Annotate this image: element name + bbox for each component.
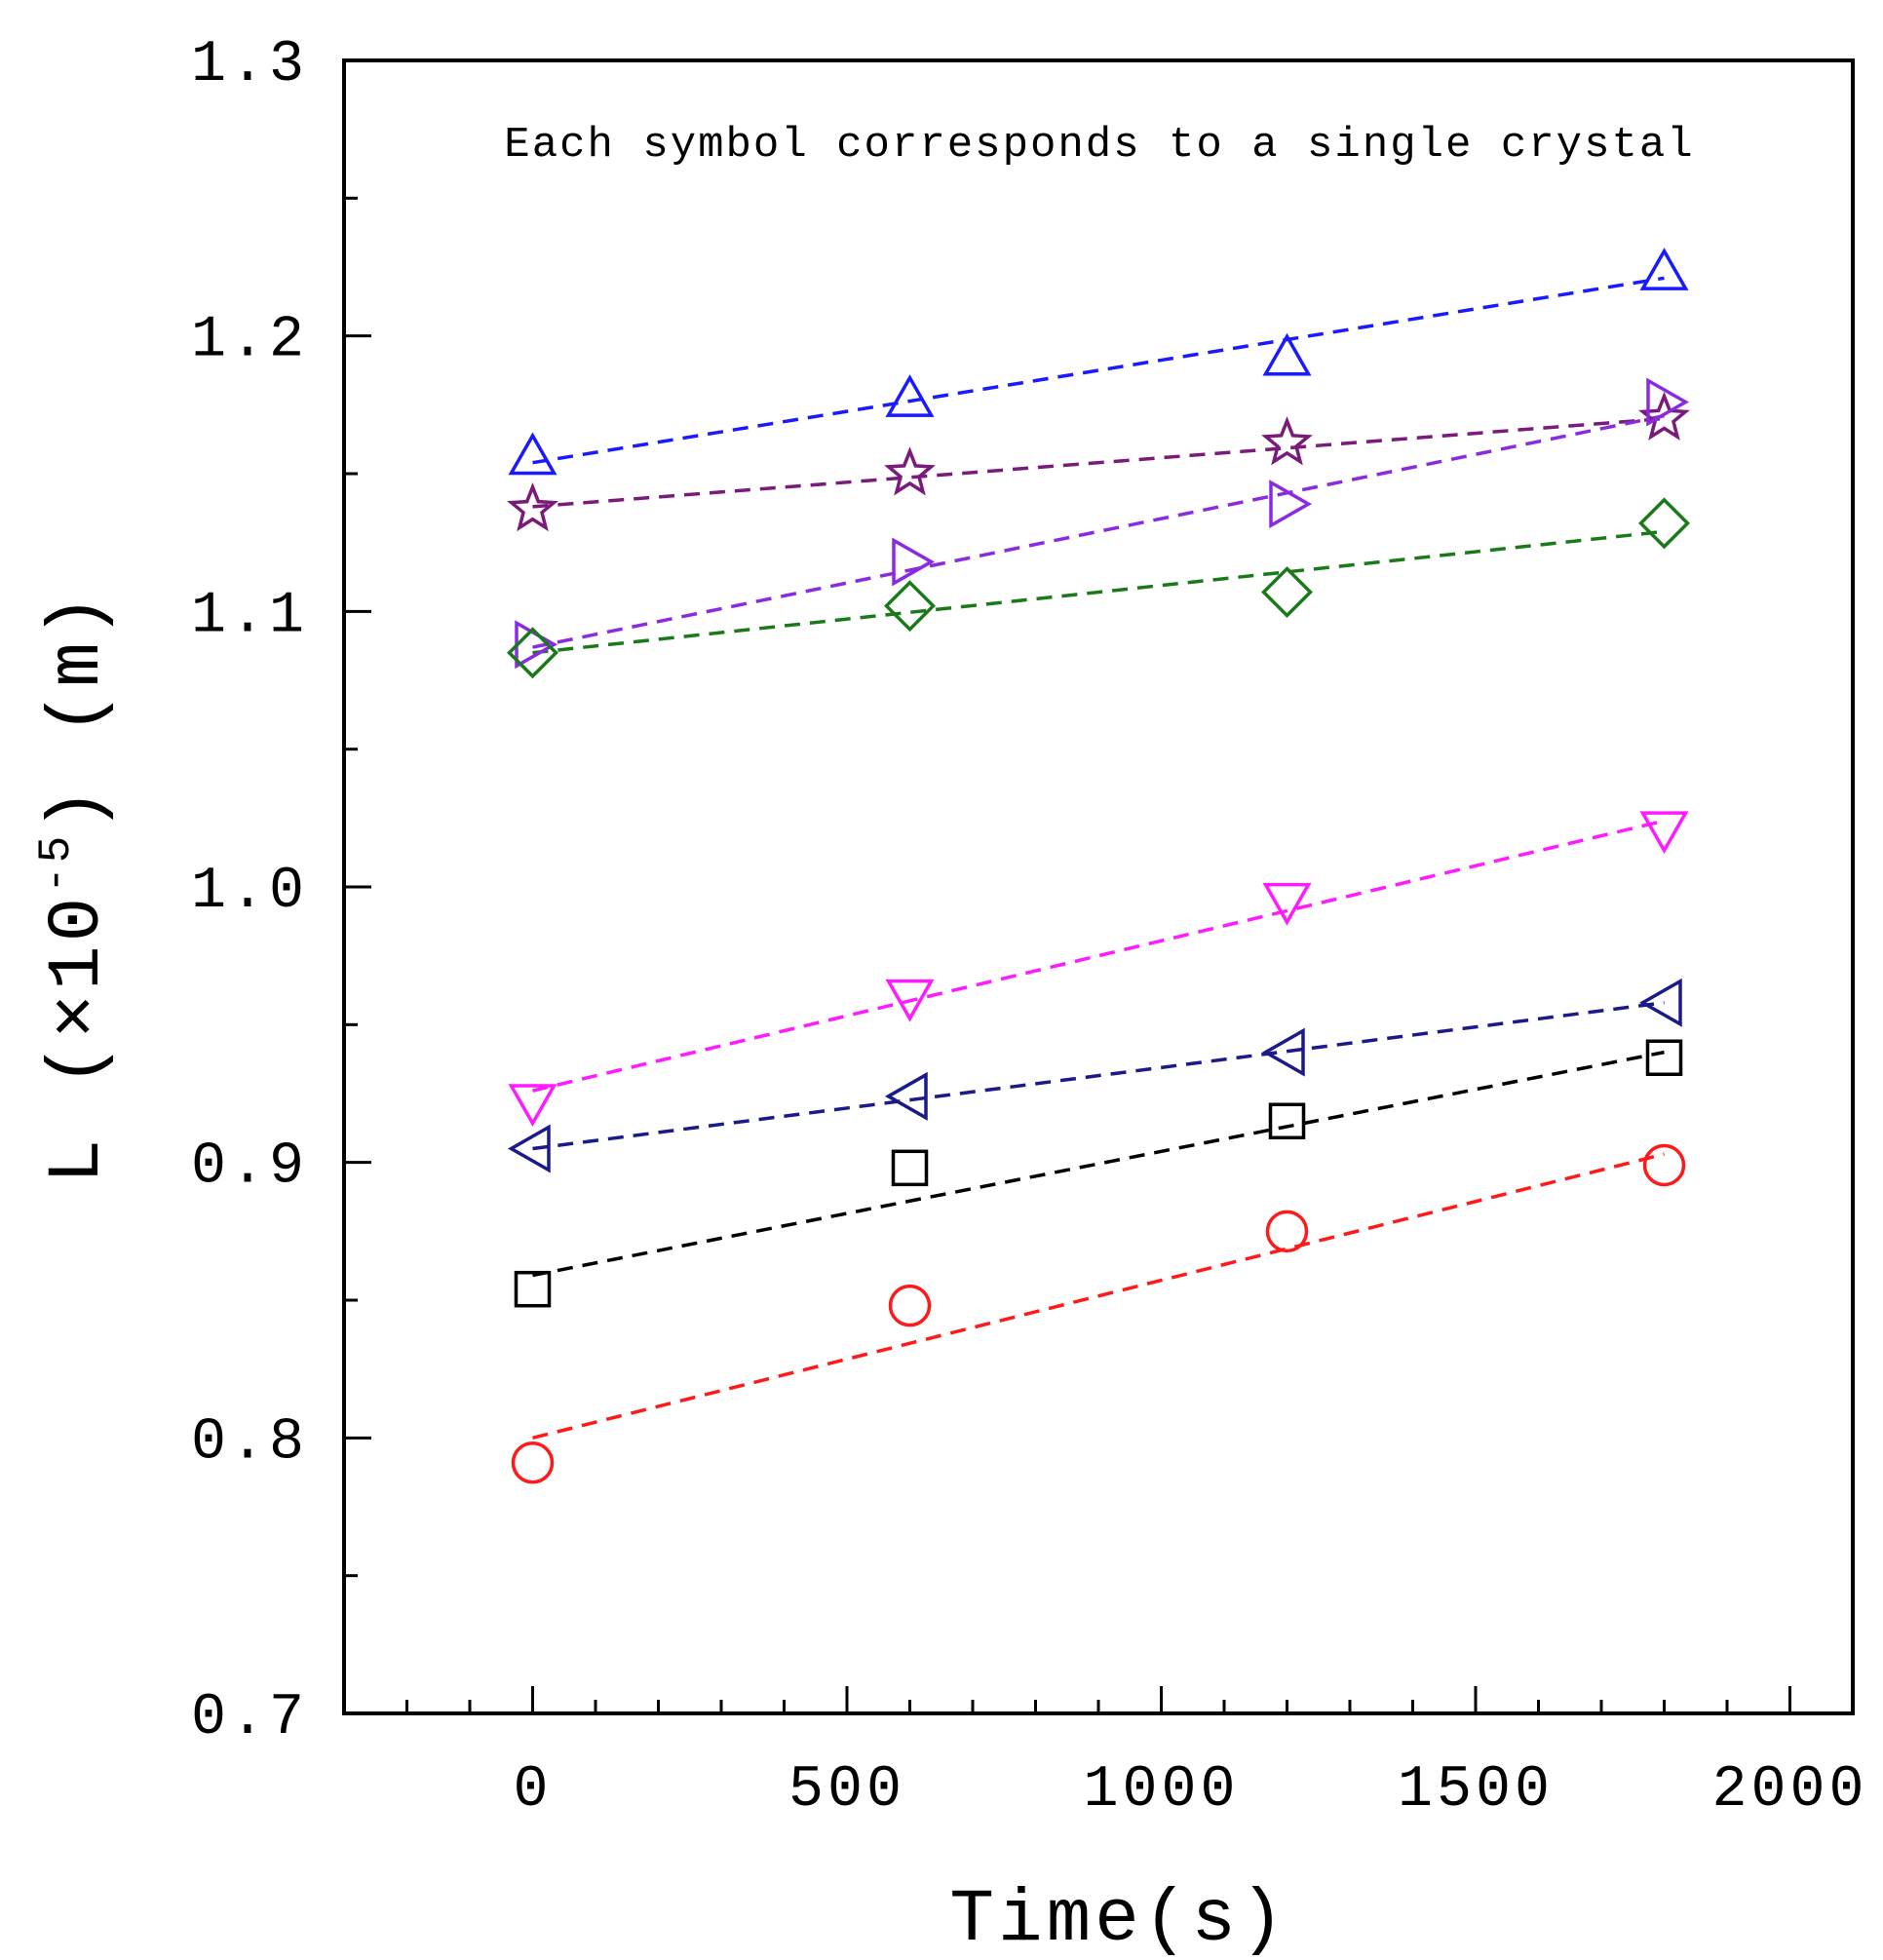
y-tick-label: 0.8 [191, 1409, 308, 1476]
crystal-left-triangle-point [884, 1071, 928, 1121]
crystal-circle-point [511, 1441, 555, 1484]
crystal-diamond-point [1638, 497, 1690, 550]
crystal-square-point [1645, 1039, 1683, 1077]
tick-labels: 0 500 1000 1500 2000 0.7 0.8 0.9 1.0 1.1 1.2 1.3 [191, 32, 1867, 1824]
crystal-up-triangle-point [1262, 332, 1312, 376]
y-tick-label: 0.9 [191, 1134, 308, 1201]
crystal-star-fit-line [532, 416, 1665, 509]
y-tick-label: 1.2 [191, 308, 308, 374]
crystal-right-triangle-point [1646, 377, 1690, 427]
crystal-circle-point [1265, 1210, 1309, 1253]
y-tick-label: 1.0 [191, 859, 308, 925]
crystal-circle-fit-line [532, 1152, 1665, 1441]
crystal-star-point [1261, 416, 1313, 466]
x-tick-label: 500 [788, 1757, 905, 1824]
crystal-square-point [514, 1270, 552, 1308]
x-tick-label: 1000 [1083, 1757, 1239, 1824]
crystal-left-triangle-fit-line [532, 1000, 1665, 1151]
x-axis-title: Time(s) [949, 1878, 1287, 1960]
crystal-down-triangle-point [1262, 882, 1312, 926]
crystal-up-triangle-point [508, 432, 557, 476]
crystal-right-triangle-fit-line [532, 413, 1665, 649]
crystal-diamond-fit-line [532, 529, 1665, 655]
axis-ticks [344, 196, 1791, 1713]
crystal-down-triangle-point [1639, 811, 1689, 855]
crystal-star-point [507, 481, 558, 532]
y-axis-title-exponent: -5 [31, 832, 82, 894]
crystal-left-triangle-point [1638, 978, 1682, 1027]
y-axis-title: L (×10-5) (m) [31, 591, 120, 1184]
crystal-down-triangle-point [885, 979, 935, 1022]
data-markers [507, 248, 1690, 1484]
crystal-right-triangle-point [1269, 480, 1313, 529]
crystal-left-triangle-point [1261, 1027, 1305, 1077]
crystal-star-point [884, 446, 936, 496]
x-tick-label: 0 [513, 1757, 552, 1824]
crystal-down-triangle-point [508, 1084, 557, 1128]
y-tick-label: 1.1 [191, 583, 308, 649]
x-tick-label: 1500 [1398, 1757, 1554, 1824]
crystal-diamond-point [884, 580, 936, 633]
annotation-text: Each symbol corresponds to a single crys… [504, 121, 1694, 170]
crystal-circle-point [1642, 1143, 1686, 1187]
crystal-diamond-point [507, 627, 558, 679]
crystal-right-triangle-point [892, 537, 936, 587]
x-tick-label: 2000 [1711, 1757, 1867, 1824]
crystal-down-triangle-fit-line [532, 819, 1665, 1093]
crystal-left-triangle-point [507, 1124, 551, 1173]
crystal-square-point [1268, 1102, 1306, 1140]
crystal-up-triangle-point [1639, 248, 1689, 290]
crystal-diamond-point [1261, 566, 1313, 619]
y-tick-label: 0.7 [191, 1685, 308, 1751]
y-axis-title-suffix: ) (m) [36, 591, 120, 832]
crystal-square-point [891, 1149, 929, 1187]
fit-lines [532, 276, 1665, 1441]
crystal-circle-point [888, 1284, 932, 1327]
plot-frame [342, 58, 1855, 1715]
y-axis-title-prefix: L (×10 [36, 894, 120, 1184]
crystal-square-fit-line [532, 1050, 1665, 1278]
crystal-up-triangle-fit-line [532, 276, 1665, 465]
y-tick-label: 1.3 [191, 32, 308, 98]
crystal-up-triangle-point [885, 374, 935, 417]
